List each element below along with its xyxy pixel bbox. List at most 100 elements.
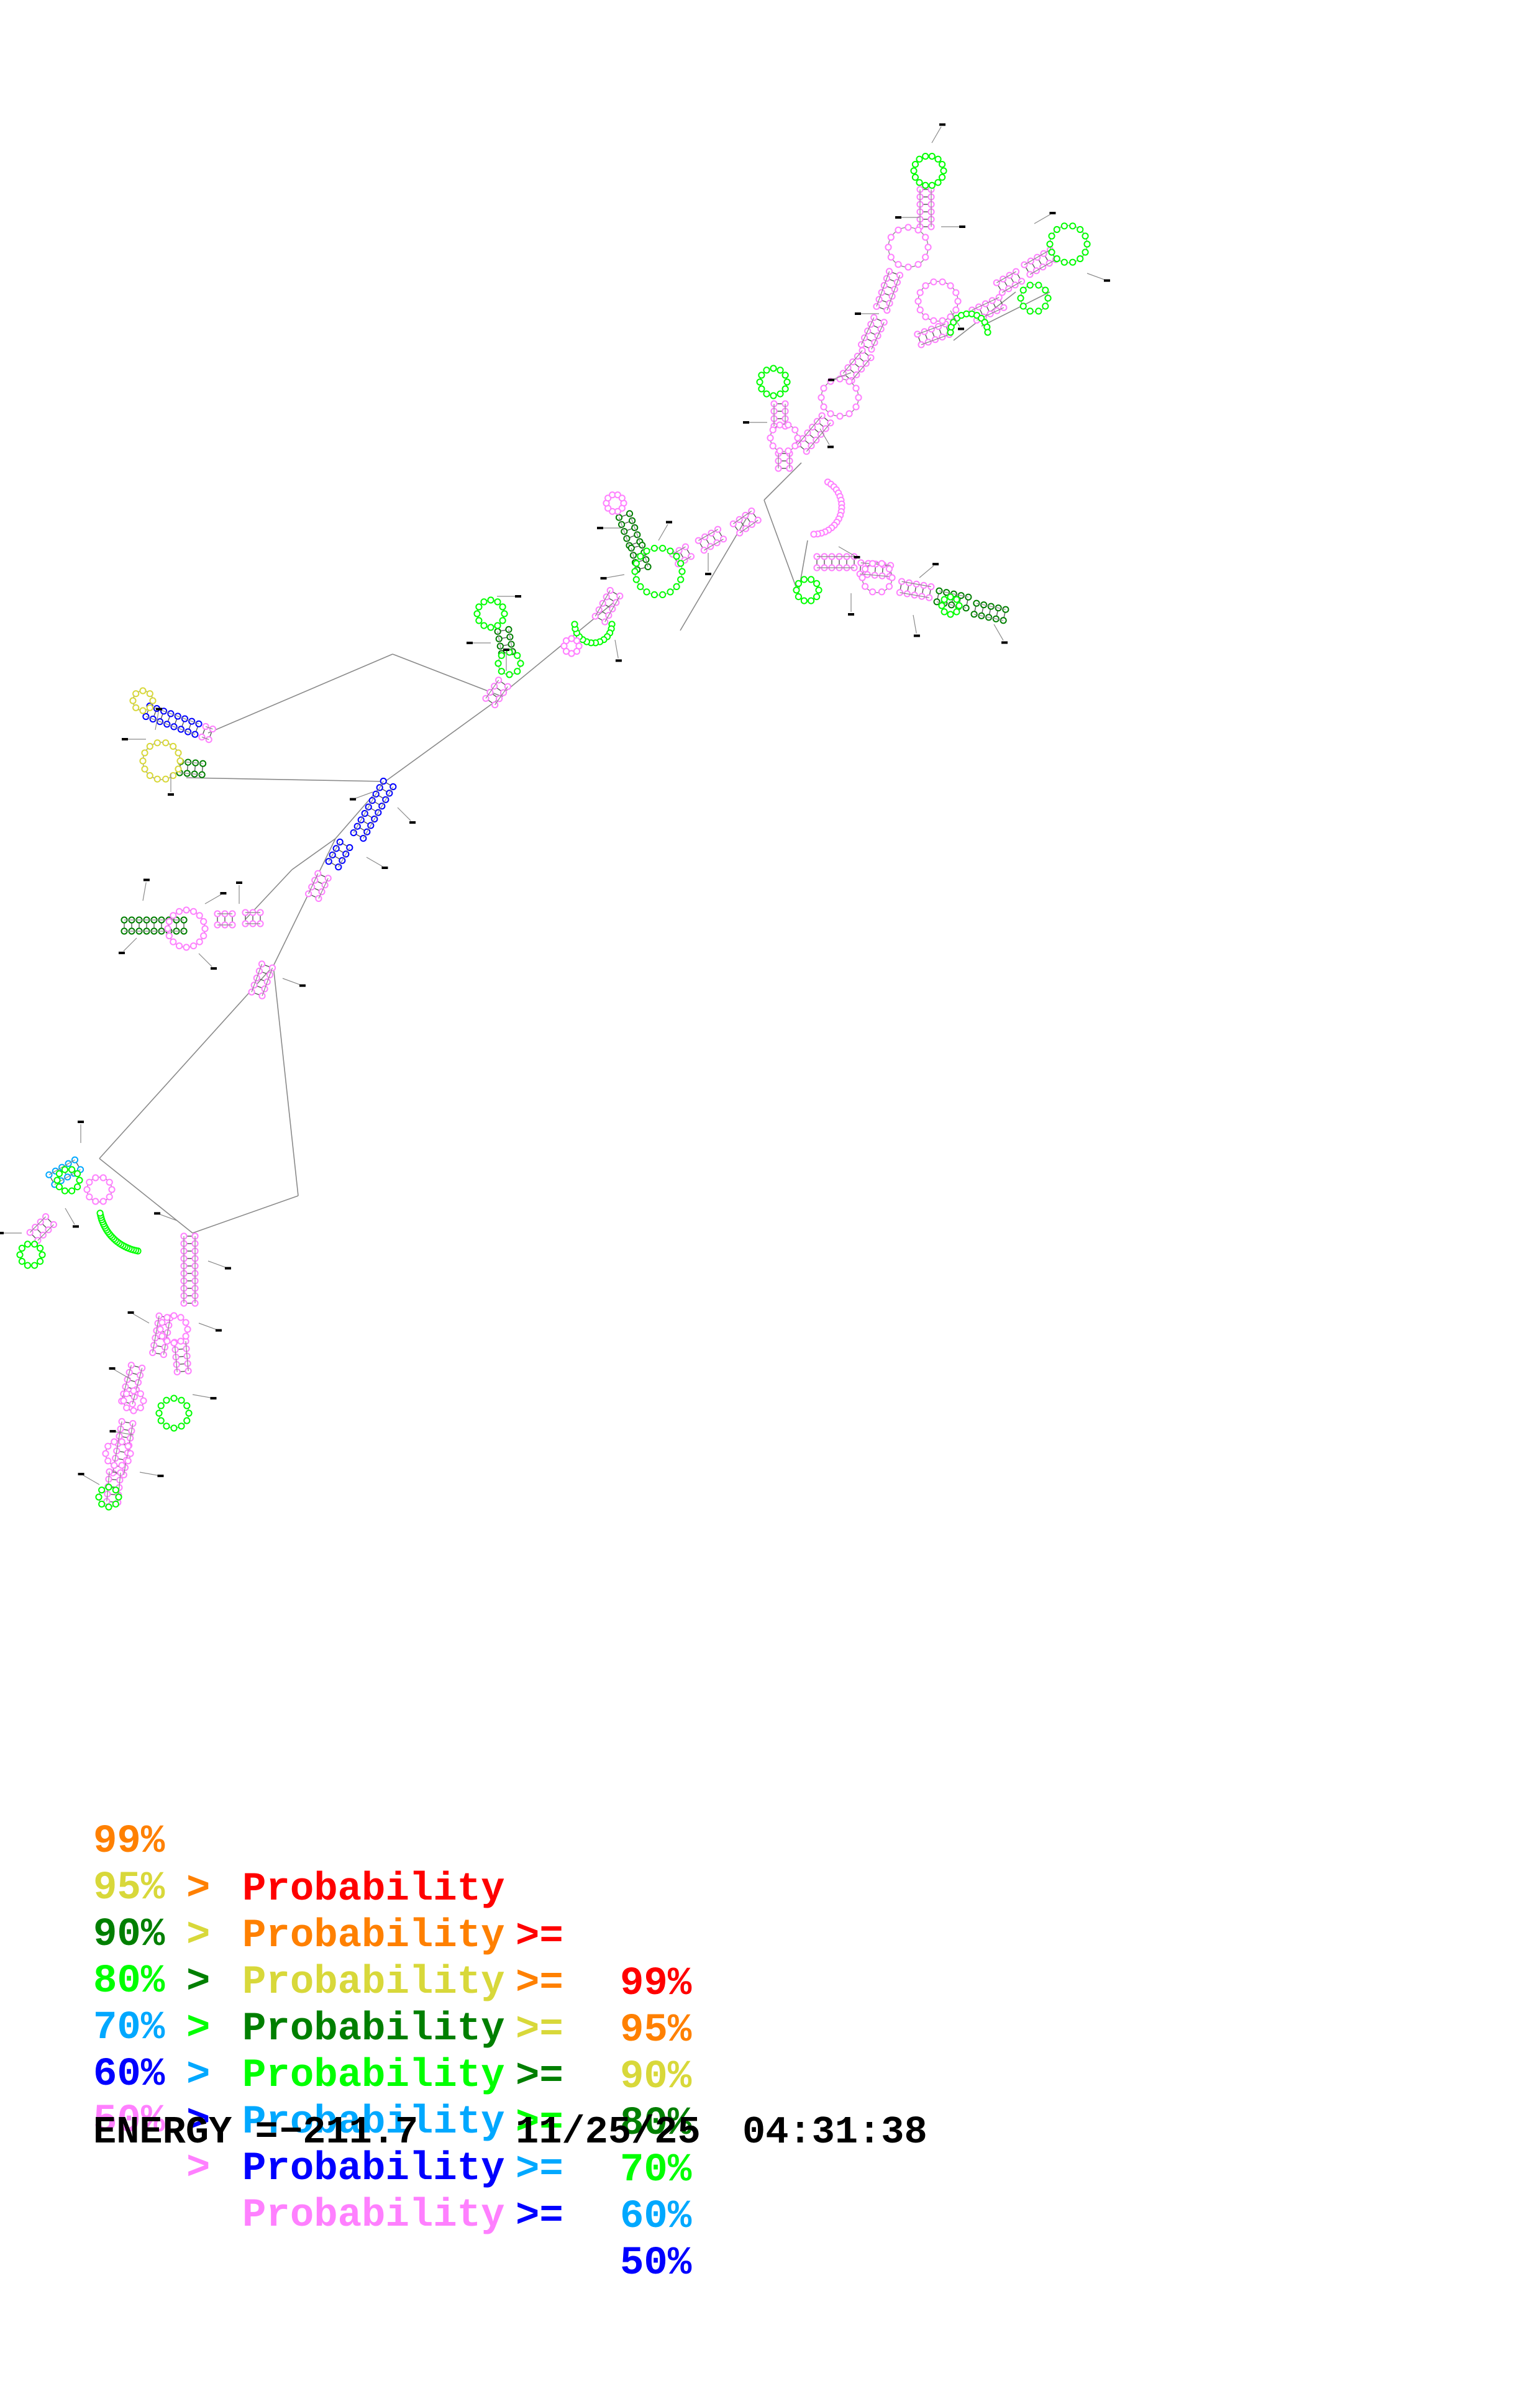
nucleotide [124, 1442, 132, 1450]
nucleotide [934, 155, 942, 163]
legend-row: 60% > Probability >= 50% [93, 2004, 691, 2286]
loop-backbone [759, 368, 788, 396]
nucleotide [808, 597, 815, 604]
timestamp-time: 04:31:38 [742, 2110, 927, 2154]
legend-gt-symbol: > [186, 1867, 211, 1911]
nucleotide [650, 545, 658, 552]
nucleotide [196, 912, 203, 919]
nucleotide [1026, 307, 1034, 315]
nucleotide [910, 167, 918, 175]
tick-label [828, 378, 835, 381]
index-tick [600, 574, 625, 580]
nucleotide [475, 617, 483, 624]
helix-strand [48, 1159, 75, 1175]
helix-strand [145, 716, 196, 735]
nucleotide [700, 547, 708, 554]
nucleotide [970, 611, 978, 618]
hairpin-loop [914, 278, 962, 324]
nucleotide [146, 742, 153, 750]
index-tick [154, 1212, 178, 1221]
nucleotide [514, 668, 521, 675]
index-tick [855, 312, 879, 315]
index-tick [142, 878, 150, 901]
tick-label [220, 892, 227, 895]
nucleotide [61, 1187, 69, 1195]
helix-strand [595, 590, 611, 617]
index-tick [350, 791, 373, 801]
index-tick [122, 738, 146, 740]
index-tick [931, 123, 945, 143]
tick-label [1001, 641, 1008, 644]
nucleotide [777, 366, 784, 374]
energy-value: −211.7 [280, 2110, 419, 2154]
nucleotide [198, 733, 206, 741]
tick-label [350, 798, 357, 801]
multi-loop [96, 1209, 142, 1255]
nucleotide [115, 1493, 122, 1501]
hairpin-loop [603, 491, 627, 515]
helix-strand [798, 415, 822, 445]
tick-label [939, 123, 945, 126]
nucleotide [24, 1262, 32, 1269]
hairpin-loop [139, 739, 184, 783]
helix-strand [806, 422, 831, 452]
nucleotide [108, 1186, 116, 1193]
nucleotide [149, 697, 157, 704]
nucleotide [818, 394, 825, 401]
index-tick [497, 595, 521, 598]
nucleotide [885, 565, 893, 573]
nucleotide [170, 772, 177, 780]
nucleotide [758, 371, 765, 379]
helix-strand [328, 842, 340, 862]
legend-probability-label: Probability [242, 2054, 505, 2098]
nucleotide [756, 378, 763, 386]
helix-strand [842, 350, 863, 374]
nucleotide [939, 161, 946, 168]
tick-label [467, 642, 473, 644]
nucleotide [769, 442, 777, 450]
legend-ge-symbol: >= [516, 1914, 563, 1959]
nucleotide [793, 586, 800, 594]
nucleotide [191, 731, 199, 738]
nucleotide [111, 1462, 118, 1469]
index-tick [168, 773, 174, 796]
nucleotide [632, 576, 640, 583]
tick-label [127, 1311, 134, 1314]
index-tick [1087, 273, 1110, 282]
backbone-link [207, 653, 393, 734]
nucleotide [55, 1170, 63, 1178]
index-tick [919, 563, 939, 578]
internal-loop [938, 593, 963, 618]
helix-strand [876, 271, 890, 307]
helix-strand [921, 334, 950, 345]
internal-loop [818, 375, 862, 420]
nucleotide [137, 1390, 144, 1398]
rna-structure-diagram [0, 123, 1110, 1511]
helix-strand [152, 1316, 160, 1353]
helix [242, 909, 264, 927]
index-tick [282, 978, 306, 987]
nucleotide [130, 1387, 137, 1395]
nucleotide [153, 739, 161, 747]
tick-line [65, 1208, 75, 1225]
tick-label [932, 563, 939, 566]
index-tick [895, 216, 919, 219]
helix [248, 960, 276, 999]
legend-upper-bound: 60% [93, 2052, 165, 2097]
legend-ge-symbol: >= [516, 2101, 563, 2146]
nucleotide [795, 580, 803, 588]
backbone-link [385, 695, 504, 782]
tick-label [215, 1329, 222, 1332]
nucleotide [120, 1397, 127, 1404]
tick-line [838, 546, 855, 557]
nucleotide [659, 591, 667, 599]
nucleotide [55, 1183, 63, 1191]
nucleotide [99, 1198, 107, 1205]
nucleotide [1060, 222, 1068, 230]
nucleotide [941, 608, 948, 616]
nucleotide [783, 378, 791, 386]
backbone-link [273, 838, 336, 967]
nucleotide [506, 671, 513, 678]
index-tick [950, 310, 964, 330]
nucleotide [873, 303, 880, 310]
